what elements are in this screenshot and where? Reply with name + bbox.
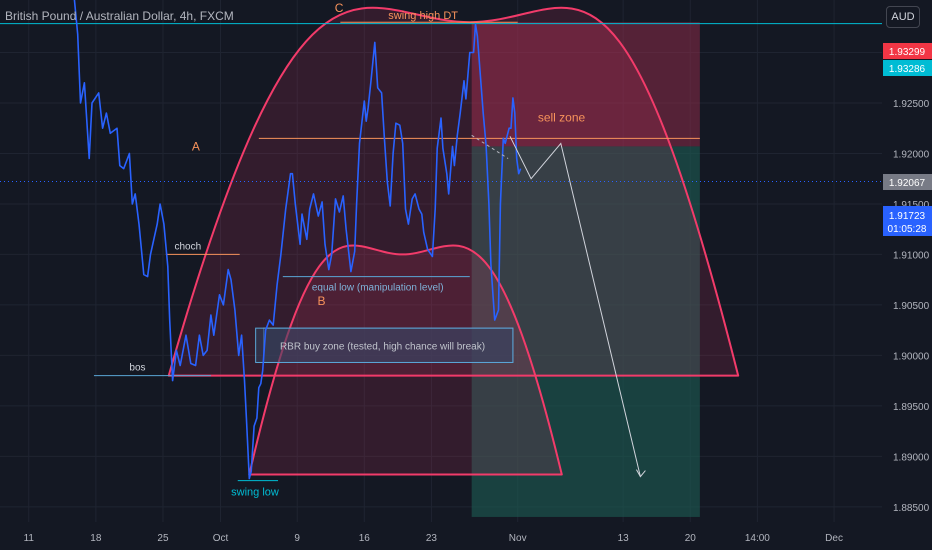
currency-button[interactable]: AUD: [886, 6, 920, 28]
label-equal-low: equal low (manipulation level): [312, 283, 444, 294]
y-tick-label: 1.89500: [893, 402, 930, 413]
y-tick-label: 1.91500: [893, 200, 930, 211]
projection-path: [509, 136, 641, 477]
badge-high-red: 1.93299: [889, 47, 926, 58]
badge-high-red-bg: [883, 43, 932, 59]
label-sell-zone: sell zone: [538, 110, 586, 124]
symbol-title: British Pound / Australian Dollar, 4h, F…: [5, 9, 234, 23]
x-tick-label: 14:00: [745, 533, 770, 544]
x-tick-label: 16: [359, 533, 371, 544]
x-tick-label: 18: [90, 533, 102, 544]
x-tick-label: 25: [157, 533, 169, 544]
x-tick-label: 9: [294, 533, 300, 544]
y-tick-label: 1.92500: [893, 99, 930, 110]
y-tick-label: 1.90500: [893, 301, 930, 312]
x-tick-label: 11: [24, 533, 35, 544]
x-tick-label: 13: [618, 533, 630, 544]
x-tick-label: Oct: [213, 533, 229, 544]
projection-arrowhead: [635, 469, 646, 478]
projection-dash: [471, 134, 509, 159]
x-tick-label: 23: [426, 533, 438, 544]
label-choch: choch: [174, 241, 201, 252]
y-tick-label: 1.88500: [893, 503, 930, 514]
badge-current: 1.91723: [889, 211, 926, 222]
x-tick-label: Dec: [825, 533, 843, 544]
badge-countdown: 01:05:28: [888, 224, 927, 235]
label-c: C: [335, 1, 344, 15]
x-tick-label: 20: [685, 533, 697, 544]
y-tick-label: 1.91000: [893, 250, 930, 261]
y-tick-label: 1.89000: [893, 452, 930, 463]
y-tick-label: 1.90000: [893, 351, 930, 362]
label-swing-high: swing high DT: [388, 10, 458, 22]
label-swing-low: swing low: [231, 487, 279, 499]
badge-entry: 1.92067: [889, 178, 926, 189]
badge-entry-bg: [883, 174, 932, 190]
badge-current-bg: [883, 206, 932, 236]
x-tick-label: Nov: [509, 533, 527, 544]
badge-high-cyan: 1.93286: [889, 64, 926, 75]
y-tick-label: 1.92000: [893, 149, 930, 160]
badge-high-cyan-bg: [883, 60, 932, 76]
label-bos: bos: [129, 363, 145, 374]
price-line: [73, 0, 522, 480]
label-a: A: [192, 139, 200, 153]
zone-rbr-box[interactable]: [255, 327, 514, 363]
label-rbr-zone: RBR buy zone (tested, high chance will b…: [280, 341, 485, 352]
label-b: B: [317, 294, 325, 308]
